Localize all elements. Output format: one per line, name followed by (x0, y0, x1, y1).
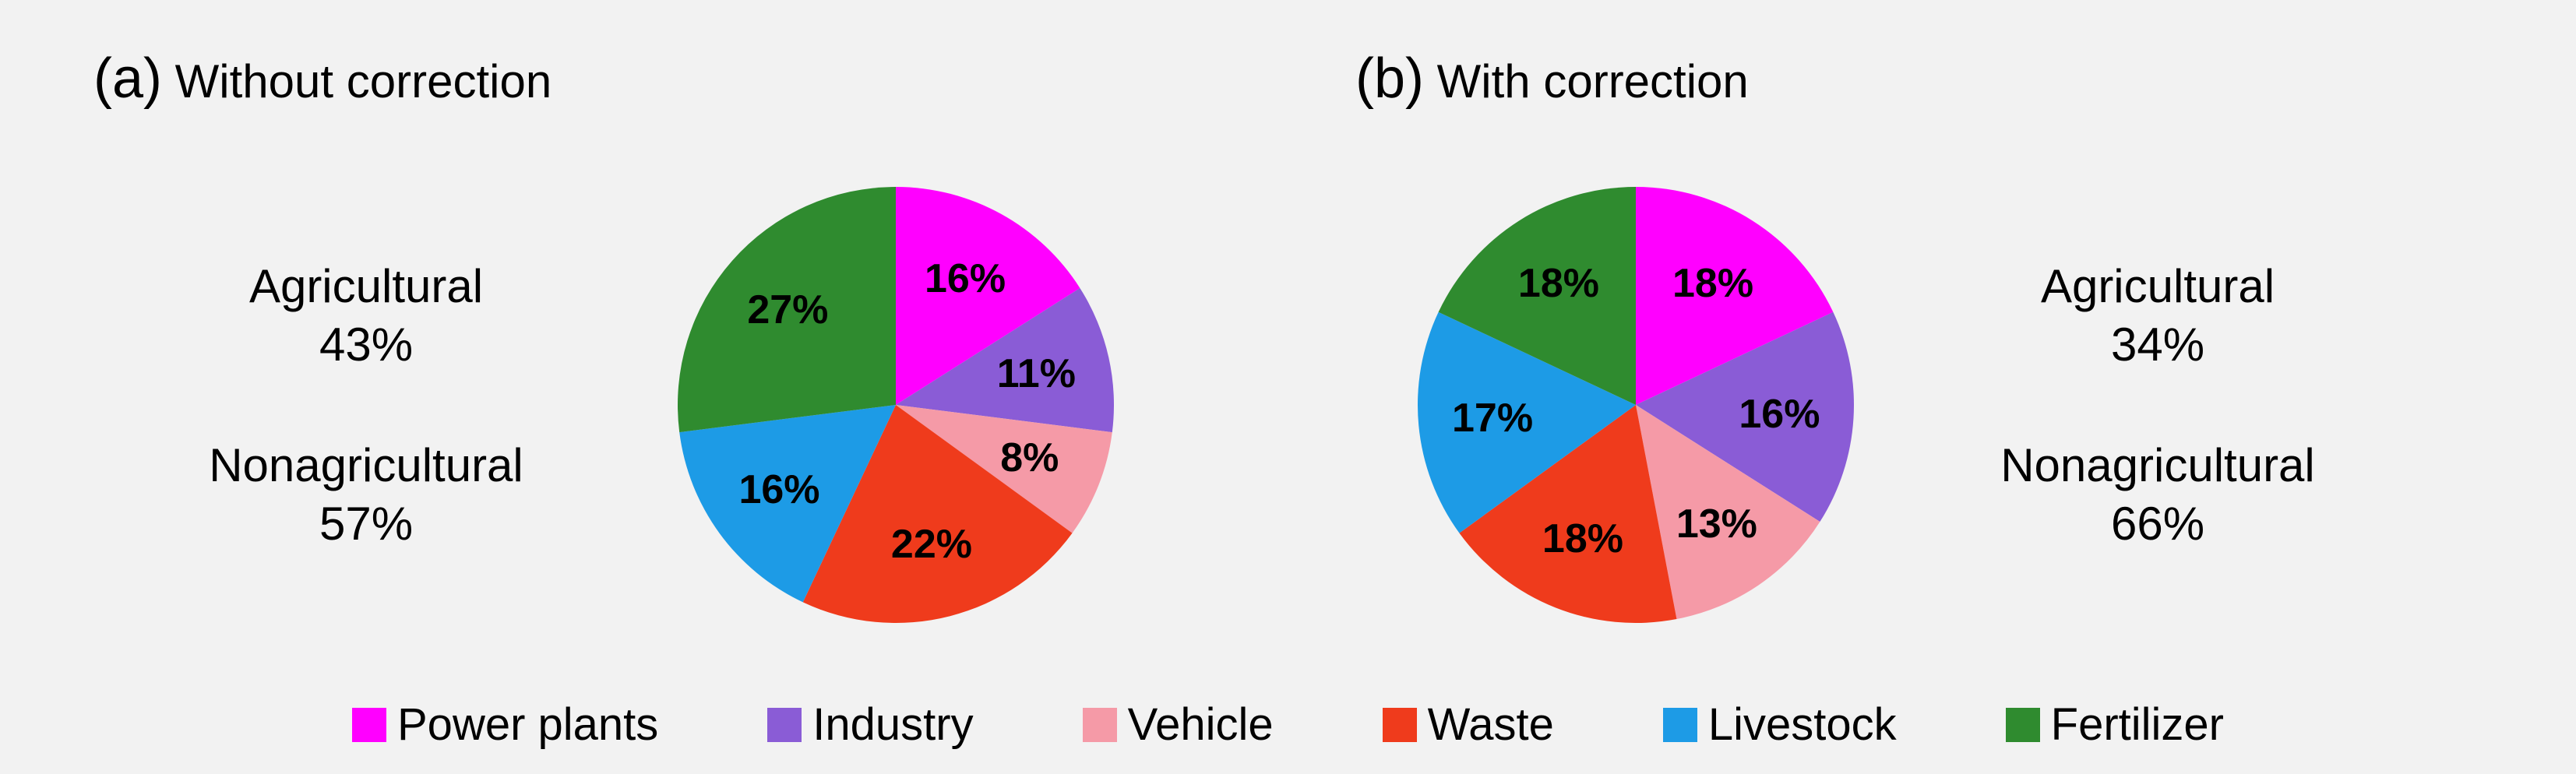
panel-b-nonag-line2: 66% (1994, 494, 2321, 553)
legend-item-power-plants: Power plants (352, 698, 658, 751)
panel-b-title: (b) With correction (1355, 47, 1749, 111)
legend-label-industry: Industry (812, 698, 973, 751)
legend-swatch-power-plants (352, 708, 386, 742)
slice-label-livestock: 17% (1452, 395, 1533, 442)
panel-a-title: (a) Without correction (93, 47, 551, 111)
panel-b-pie: 18% 16% 13% 18% 17% 18% (1418, 187, 1854, 623)
figure-root: (a) Without correction (b) With correcti… (0, 0, 2576, 774)
legend-label-power-plants: Power plants (397, 698, 658, 751)
panel-b-ag-line2: 34% (1994, 315, 2321, 374)
legend-item-fertilizer: Fertilizer (2006, 698, 2224, 751)
legend-label-fertilizer: Fertilizer (2051, 698, 2224, 751)
panel-b-nonag-line1: Nonagricultural (1994, 436, 2321, 494)
legend-swatch-fertilizer (2006, 708, 2040, 742)
panel-a-pie: 16% 11% 8% 22% 16% 27% (678, 187, 1114, 623)
slice-label-power_plants: 18% (1672, 260, 1753, 307)
legend-item-waste: Waste (1383, 698, 1554, 751)
slice-label-fertilizer: 18% (1518, 260, 1599, 307)
slice-label-vehicle: 13% (1676, 501, 1757, 547)
panel-b-title-text: With correction (1437, 55, 1749, 107)
slice-label-waste: 18% (1542, 515, 1623, 562)
panel-b-ag-line1: Agricultural (1994, 257, 2321, 315)
slice-label-industry: 16% (1739, 391, 1820, 438)
panel-b-tag: (b) (1355, 47, 1424, 110)
slice-label-industry: 11% (997, 350, 1076, 397)
panel-a-tag: (a) (93, 47, 162, 110)
legend-label-livestock: Livestock (1708, 698, 1897, 751)
slice-label-fertilizer: 27% (747, 287, 828, 333)
legend-swatch-vehicle (1083, 708, 1117, 742)
slice-label-vehicle: 8% (1000, 434, 1059, 481)
legend-swatch-livestock (1663, 708, 1697, 742)
panel-a-ag-line2: 43% (203, 315, 530, 374)
legend-label-vehicle: Vehicle (1128, 698, 1274, 751)
legend: Power plants Industry Vehicle Waste Live… (0, 698, 2576, 751)
legend-item-vehicle: Vehicle (1083, 698, 1274, 751)
legend-item-livestock: Livestock (1663, 698, 1897, 751)
panel-a-nonag-line1: Nonagricultural (203, 436, 530, 494)
panel-b-nonagricultural-label: Nonagricultural 66% (1994, 436, 2321, 553)
panel-a-agricultural-label: Agricultural 43% (203, 257, 530, 374)
panel-a-title-text: Without correction (175, 55, 552, 107)
panel-a-nonag-line2: 57% (203, 494, 530, 553)
legend-swatch-waste (1383, 708, 1417, 742)
slice-label-power_plants: 16% (925, 255, 1006, 302)
panel-b-agricultural-label: Agricultural 34% (1994, 257, 2321, 374)
legend-swatch-industry (767, 708, 802, 742)
slice-label-livestock: 16% (738, 466, 819, 513)
legend-label-waste: Waste (1428, 698, 1554, 751)
panel-a-ag-line1: Agricultural (203, 257, 530, 315)
slice-label-waste: 22% (891, 521, 972, 568)
panel-a-nonagricultural-label: Nonagricultural 57% (203, 436, 530, 553)
legend-item-industry: Industry (767, 698, 973, 751)
